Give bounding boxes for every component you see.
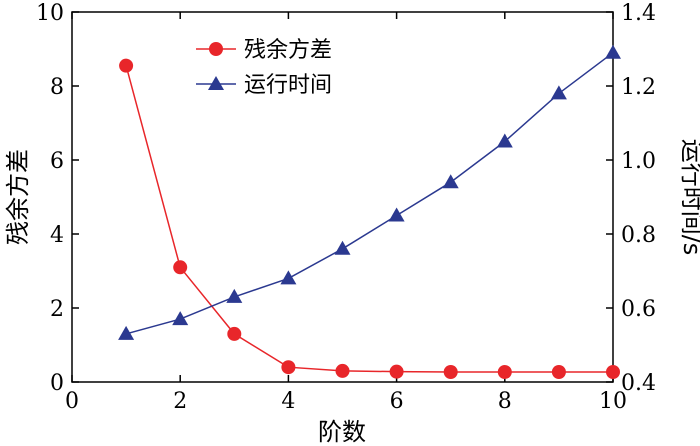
y-left-tick-label: 10 <box>36 1 64 26</box>
legend-label-residual: 残余方差 <box>244 38 332 63</box>
data-point-runtime <box>550 85 567 100</box>
y-left-tick-label: 4 <box>50 223 64 248</box>
series-line-runtime <box>125 52 614 335</box>
data-point-runtime <box>334 240 351 255</box>
y-right-tick-label: 1.0 <box>621 149 656 174</box>
data-point-residual-variance <box>389 364 404 379</box>
x-tick-label: 0 <box>65 389 79 414</box>
y-right-axis-title: 运行时间/s <box>678 139 700 256</box>
data-point-runtime <box>388 207 405 222</box>
y-left-tick-label: 2 <box>50 297 64 322</box>
y-left-axis-title: 残余方差 <box>4 149 32 245</box>
x-tick-label: 10 <box>599 389 627 414</box>
series-line-residual-variance <box>125 65 613 373</box>
data-point-residual-variance <box>119 58 134 73</box>
data-point-runtime <box>118 325 135 340</box>
data-point-residual-variance <box>173 260 188 275</box>
data-point-runtime <box>226 288 243 303</box>
series-lines <box>125 52 614 373</box>
y-right-tick-label: 0.6 <box>621 297 656 322</box>
data-point-residual-variance <box>606 365 620 380</box>
data-point-residual-variance <box>227 326 242 341</box>
x-axis-title: 阶数 <box>318 418 366 446</box>
x-tick-label: 2 <box>173 389 187 414</box>
data-point-residual-variance <box>281 360 296 375</box>
legend-marker-runtime <box>208 76 224 90</box>
legend-label-runtime: 运行时间 <box>244 73 332 98</box>
data-point-runtime <box>280 270 297 285</box>
series-markers <box>118 44 621 380</box>
legend: 残余方差 运行时间 <box>196 38 332 98</box>
x-tick-label: 4 <box>281 389 295 414</box>
y-left-tick-label: 8 <box>50 75 64 100</box>
data-point-runtime <box>496 133 513 148</box>
data-point-residual-variance <box>335 363 350 378</box>
data-point-runtime <box>442 174 459 189</box>
data-point-residual-variance <box>551 365 566 380</box>
legend-marker-residual <box>209 42 223 56</box>
data-point-residual-variance <box>443 365 458 380</box>
data-point-runtime <box>172 311 189 326</box>
x-tick-label: 6 <box>390 389 404 414</box>
data-point-runtime <box>605 44 621 59</box>
y-left-tick-label: 0 <box>50 371 64 396</box>
y-right-tick-label: 0.4 <box>621 371 656 396</box>
data-point-residual-variance <box>497 365 512 380</box>
y-left-tick-label: 6 <box>50 149 64 174</box>
x-tick-label: 8 <box>498 389 512 414</box>
y-right-tick-label: 1.2 <box>621 75 656 100</box>
y-right-tick-label: 1.4 <box>621 1 656 26</box>
plot-frame <box>71 11 614 383</box>
y-right-tick-label: 0.8 <box>621 223 656 248</box>
